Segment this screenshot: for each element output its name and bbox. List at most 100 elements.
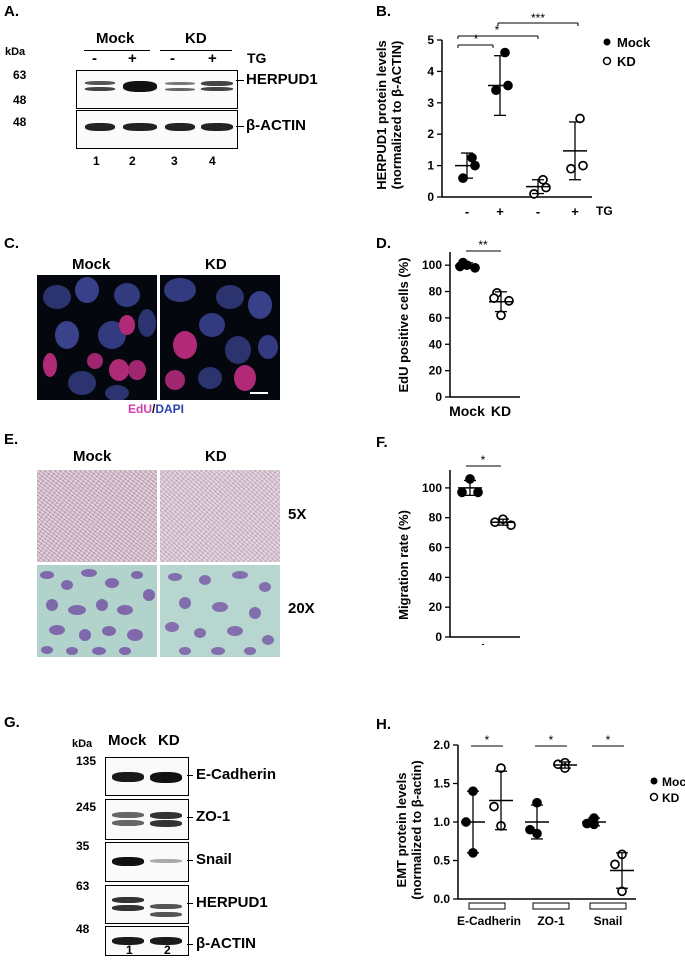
panel-b-legend-mock: Mock <box>617 35 651 50</box>
panel-d-ytick-label-1: 20 <box>429 364 443 378</box>
panel-h-letter: H. <box>376 716 391 733</box>
panel-b-chart: HERPUD1 protein levels (normalized to β-… <box>374 11 651 219</box>
panel-h-ylabel-1: EMT protein levels <box>394 773 409 888</box>
panel-f-letter: F. <box>376 434 388 451</box>
panel-h-point-3-1 <box>489 801 499 812</box>
panel-e-image-kd-5x <box>160 470 280 562</box>
panel-a-marker-48: 48 <box>13 93 27 107</box>
panel-a-herpud1-blot <box>76 70 238 109</box>
panel-f-xtick-0: Mock <box>451 642 490 645</box>
panel-a-sign-1: - <box>92 50 97 67</box>
panel-a-herpud1-tick <box>236 80 244 81</box>
panel-b-letter: B. <box>376 3 391 20</box>
panel-h-point-5-1 <box>610 859 620 870</box>
panel-g-marker-4: 48 <box>76 922 90 936</box>
panel-b-ytick-label-2: 2 <box>427 127 434 141</box>
panel-h-legend-mock-marker <box>650 777 658 785</box>
panel-h-ytick-label-4: 2.0 <box>433 738 450 752</box>
panel-b-point-3-2 <box>566 163 576 174</box>
panel-b-xtick-0: - <box>465 204 469 219</box>
panel-a-actin-band-2 <box>123 123 157 131</box>
panel-f-ytick-label-2: 40 <box>429 570 443 584</box>
panel-e-image-mock-5x <box>37 470 157 562</box>
panel-a-band-actin: β-ACTIN <box>246 117 306 134</box>
panel-d-point-1-1 <box>489 293 499 303</box>
panel-a-herpud1-band-1b <box>85 87 115 91</box>
panel-d-ytick-label-0: 0 <box>435 390 442 404</box>
panel-g-band-3-0-lower <box>112 905 144 911</box>
panel-h-xtick-0: E-Cadherin <box>457 914 521 928</box>
panel-a-herpud1-band-4b <box>201 87 233 91</box>
panel-c-kd-nuclei <box>164 278 278 394</box>
panel-g-band-label-1: ZO-1 <box>196 808 231 825</box>
panel-g-tick-0 <box>187 775 193 776</box>
panel-g-band-2-1 <box>150 859 182 863</box>
panel-f-ytick-label-0: 0 <box>435 630 442 644</box>
panel-f-ytick-label-3: 60 <box>429 541 443 555</box>
panel-b-ytick-label-0: 0 <box>427 190 434 204</box>
panel-e-image-mock-20x <box>37 565 157 657</box>
panel-d-chart: EdU positive cells (%) 0 20 40 60 80 100 Mock… <box>396 240 520 419</box>
panel-b-point-0-0 <box>467 152 477 163</box>
panel-g-kda-label: kDa <box>72 738 93 750</box>
panel-b-point-1-0 <box>500 47 510 58</box>
panel-g-blot-0 <box>105 757 189 796</box>
panel-g-marker-2: 35 <box>76 839 90 853</box>
panel-b-point-1-2 <box>491 85 501 96</box>
panel-g-band-3-0 <box>112 897 144 903</box>
panel-d-xtick-0: Mock <box>449 403 485 419</box>
panel-b-sig-1: * <box>474 32 479 46</box>
panel-g-blot-4 <box>105 926 189 956</box>
panel-e-mag-5x: 5X <box>288 506 307 523</box>
panel-g-tick-1 <box>187 817 193 818</box>
panel-b-point-3-1 <box>578 160 588 171</box>
panel-h-chart: EMT protein levels (normalized to β-acti… <box>394 733 685 928</box>
panel-c-caption: EdU/DAPI <box>128 402 184 416</box>
panel-b-ytick-label-5: 5 <box>427 33 434 47</box>
panel-a-sign-3: - <box>170 50 175 67</box>
panel-f-ytick-label-4: 80 <box>429 511 443 525</box>
panel-g-header-mock: Mock <box>108 732 147 749</box>
panel-h-legend-mock: Mock <box>662 775 685 789</box>
panel-b-ylabel-1: HERPUD1 protein levels <box>374 40 389 190</box>
panel-b-xtick-3: + <box>571 204 579 219</box>
panel-h-ylabel-2: (normalized to β-actin) <box>409 760 424 899</box>
panel-c-letter: C. <box>4 235 19 252</box>
panel-g-tick-4 <box>187 944 193 945</box>
panel-h-xbracket-1 <box>532 902 570 910</box>
panel-b-xtick-2: - <box>536 204 540 219</box>
panel-g-band-1-1-lower <box>150 820 182 827</box>
panel-b-ylabel-2: (normalized to β-ACTIN) <box>389 41 404 190</box>
panel-a-herpud1-band-2 <box>123 81 157 92</box>
panel-a-sign-4: + <box>208 50 217 67</box>
panel-b-legend-kd: KD <box>617 54 636 69</box>
panel-a-actin-tick <box>236 126 244 127</box>
panel-g-marker-1: 245 <box>76 800 97 814</box>
panel-d-point-1-2 <box>504 295 514 306</box>
panel-g-tick-3 <box>187 903 193 904</box>
panel-g-marker-3: 63 <box>76 879 90 893</box>
panel-c-mock-nuclei <box>43 277 156 400</box>
panel-a-actin-band-1 <box>85 123 115 131</box>
panel-b-point-2-1 <box>541 182 551 193</box>
panel-b-point-3-0 <box>575 113 585 124</box>
panel-g-tick-2 <box>187 860 193 861</box>
panel-a-herpud1-band-1a <box>85 81 115 85</box>
panel-d-ytick-label-5: 100 <box>422 258 442 272</box>
panel-e-image-kd-20x <box>160 565 280 657</box>
panel-g-band-1-0-lower <box>112 820 144 826</box>
panel-h-point-1-1 <box>525 824 535 835</box>
panel-g-band-4-1 <box>150 937 182 945</box>
panel-a-kda-label: kDa <box>5 46 26 58</box>
panel-e-mag-20x: 20X <box>288 600 315 617</box>
panel-d-ytick-label-3: 60 <box>429 311 443 325</box>
panel-g-letter: G. <box>4 714 20 731</box>
panel-e-label-mock: Mock <box>73 448 112 465</box>
panel-a-mock-line <box>84 50 150 51</box>
panel-a-letter: A. <box>4 3 19 20</box>
panel-h-ytick-label-1: 0.5 <box>433 854 450 868</box>
panel-f-xtick-1: KD <box>492 642 514 645</box>
panel-d-ylabel: EdU positive cells (%) <box>396 257 411 392</box>
panel-b-tg-label: TG <box>596 204 613 218</box>
panel-g-band-2-0 <box>112 857 144 866</box>
